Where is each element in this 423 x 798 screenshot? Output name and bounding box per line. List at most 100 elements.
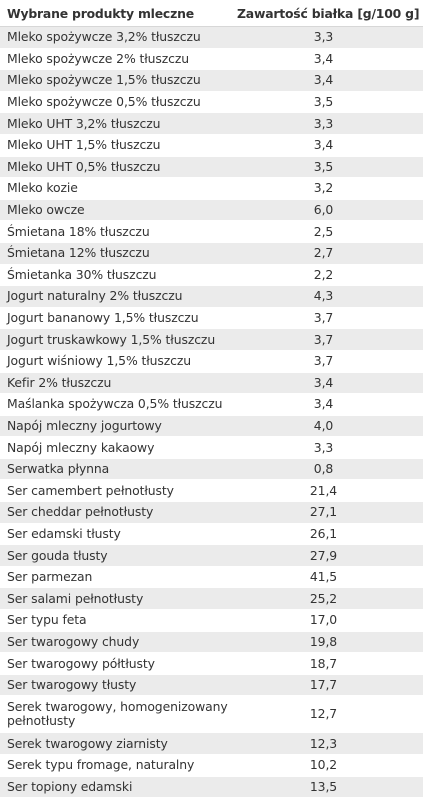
product-name-cell: Śmietana 18% tłuszczu (0, 220, 237, 243)
protein-value-cell: 2,5 (237, 220, 423, 243)
protein-value-cell: 13,5 (237, 776, 423, 798)
table-row: Mleko spożywcze 0,5% tłuszczu 3,5 (0, 91, 423, 114)
protein-value-cell: 4,0 (237, 415, 423, 438)
table-row: Napój mleczny kakaowy 3,3 (0, 436, 423, 459)
product-name-cell: Kefir 2% tłuszczu (0, 372, 237, 395)
table-row: Jogurt bananowy 1,5% tłuszczu 3,7 (0, 307, 423, 330)
protein-value-cell: 4,3 (237, 285, 423, 308)
protein-value-cell: 12,7 (237, 695, 423, 734)
product-name-cell: Ser topiony edamski (0, 776, 237, 798)
product-name-cell: Serwatka płynna (0, 458, 237, 481)
table-row: Ser gouda tłusty 27,9 (0, 544, 423, 567)
table-row: Serek twarogowy ziarnisty 12,3 (0, 732, 423, 755)
table-row: Ser typu feta 17,0 (0, 609, 423, 632)
table-row: Jogurt truskawkowy 1,5% tłuszczu 3,7 (0, 328, 423, 351)
table-row: Serwatka płynna 0,8 (0, 458, 423, 481)
table-row: Ser cheddar pełnotłusty 27,1 (0, 501, 423, 524)
product-name-cell: Jogurt bananowy 1,5% tłuszczu (0, 307, 237, 330)
product-name-cell: Mleko kozie (0, 177, 237, 200)
protein-value-cell: 3,7 (237, 328, 423, 351)
table-row: Mleko spożywcze 1,5% tłuszczu 3,4 (0, 69, 423, 92)
protein-value-cell: 3,2 (237, 177, 423, 200)
table-row: Ser parmezan 41,5 (0, 566, 423, 589)
product-name-cell: Mleko UHT 1,5% tłuszczu (0, 134, 237, 157)
table-row: Mleko kozie 3,2 (0, 177, 423, 200)
product-name-cell: Jogurt wiśniowy 1,5% tłuszczu (0, 350, 237, 373)
protein-value-cell: 3,4 (237, 393, 423, 416)
protein-value-cell: 10,2 (237, 754, 423, 777)
product-name-cell: Ser camembert pełnotłusty (0, 479, 237, 503)
product-name-cell: Serek typu fromage, naturalny (0, 754, 237, 777)
product-name-cell: Mleko UHT 3,2% tłuszczu (0, 112, 237, 135)
product-name-cell: Ser parmezan (0, 566, 237, 589)
header-row: Wybrane produkty mleczne Zawartość białk… (0, 0, 423, 27)
protein-value-cell: 19,8 (237, 631, 423, 654)
table-row: Ser twarogowy chudy 19,8 (0, 631, 423, 654)
protein-value-cell: 3,4 (237, 134, 423, 157)
product-name-cell: Ser typu feta (0, 609, 237, 632)
protein-value-cell: 17,0 (237, 609, 423, 632)
column-header-protein: Zawartość białka [g/100 g] (237, 0, 423, 27)
protein-value-cell: 3,3 (237, 26, 423, 49)
protein-value-cell: 3,5 (237, 156, 423, 179)
product-name-cell: Ser twarogowy chudy (0, 631, 237, 654)
table-body: Mleko spożywcze 3,2% tłuszczu 3,3 Mleko sp… (0, 26, 423, 798)
protein-value-cell: 21,4 (237, 479, 423, 503)
protein-value-cell: 3,3 (237, 436, 423, 459)
product-name-cell: Ser cheddar pełnotłusty (0, 501, 237, 524)
protein-value-cell: 41,5 (237, 566, 423, 589)
product-name-cell: Mleko spożywcze 0,5% tłuszczu (0, 91, 237, 114)
table-row: Mleko UHT 0,5% tłuszczu 3,5 (0, 156, 423, 179)
table-row: Ser topiony edamski 13,5 (0, 776, 423, 798)
product-name-cell: Ser gouda tłusty (0, 544, 237, 567)
table-row: Śmietana 18% tłuszczu 2,5 (0, 220, 423, 243)
product-name-cell: Napój mleczny kakaowy (0, 436, 237, 459)
table-row: Kefir 2% tłuszczu 3,4 (0, 372, 423, 395)
protein-value-cell: 25,2 (237, 587, 423, 611)
table-row: Ser camembert pełnotłusty 21,4 (0, 479, 423, 503)
product-name-cell: Śmietana 12% tłuszczu (0, 242, 237, 265)
protein-value-cell: 27,9 (237, 544, 423, 567)
table-row: Serek typu fromage, naturalny 10,2 (0, 754, 423, 777)
table-row: Ser twarogowy półtłusty 18,7 (0, 652, 423, 675)
table-row: Mleko owcze 6,0 (0, 199, 423, 222)
product-name-cell: Śmietanka 30% tłuszczu (0, 264, 237, 287)
table-row: Ser salami pełnotłusty 25,2 (0, 587, 423, 611)
product-name-cell: Ser twarogowy półtłusty (0, 652, 237, 675)
table-header: Wybrane produkty mleczne Zawartość białk… (0, 0, 423, 27)
protein-value-cell: 27,1 (237, 501, 423, 524)
protein-value-cell: 18,7 (237, 652, 423, 675)
table-row: Ser twarogowy tłusty 17,7 (0, 674, 423, 697)
table-row: Ser edamski tłusty 26,1 (0, 523, 423, 546)
table-row: Jogurt wiśniowy 1,5% tłuszczu 3,7 (0, 350, 423, 373)
table-row: Śmietana 12% tłuszczu 2,7 (0, 242, 423, 265)
protein-value-cell: 0,8 (237, 458, 423, 481)
table-row: Jogurt naturalny 2% tłuszczu 4,3 (0, 285, 423, 308)
product-name-cell: Mleko spożywcze 3,2% tłuszczu (0, 26, 237, 49)
protein-value-cell: 17,7 (237, 674, 423, 697)
protein-value-cell: 3,4 (237, 69, 423, 92)
product-name-cell: Serek twarogowy, homogenizowany pełnotłu… (0, 695, 237, 734)
product-name-cell: Mleko UHT 0,5% tłuszczu (0, 156, 237, 179)
product-name-cell: Napój mleczny jogurtowy (0, 415, 237, 438)
product-name-cell: Jogurt naturalny 2% tłuszczu (0, 285, 237, 308)
protein-value-cell: 2,7 (237, 242, 423, 265)
protein-value-cell: 3,4 (237, 372, 423, 395)
protein-value-cell: 3,7 (237, 350, 423, 373)
product-name-cell: Serek twarogowy ziarnisty (0, 732, 237, 755)
protein-value-cell: 3,3 (237, 112, 423, 135)
protein-value-cell: 2,2 (237, 264, 423, 287)
table-row: Serek twarogowy, homogenizowany pełnotłu… (0, 695, 423, 734)
product-name-cell: Jogurt truskawkowy 1,5% tłuszczu (0, 328, 237, 351)
protein-value-cell: 3,4 (237, 48, 423, 71)
table-row: Mleko UHT 3,2% tłuszczu 3,3 (0, 112, 423, 135)
product-name-cell: Mleko spożywcze 2% tłuszczu (0, 48, 237, 71)
table-row: Śmietanka 30% tłuszczu 2,2 (0, 264, 423, 287)
protein-value-cell: 3,7 (237, 307, 423, 330)
table-row: Mleko UHT 1,5% tłuszczu 3,4 (0, 134, 423, 157)
table-row: Maślanka spożywcza 0,5% tłuszczu 3,4 (0, 393, 423, 416)
product-name-cell: Maślanka spożywcza 0,5% tłuszczu (0, 393, 237, 416)
column-header-product: Wybrane produkty mleczne (0, 0, 237, 27)
